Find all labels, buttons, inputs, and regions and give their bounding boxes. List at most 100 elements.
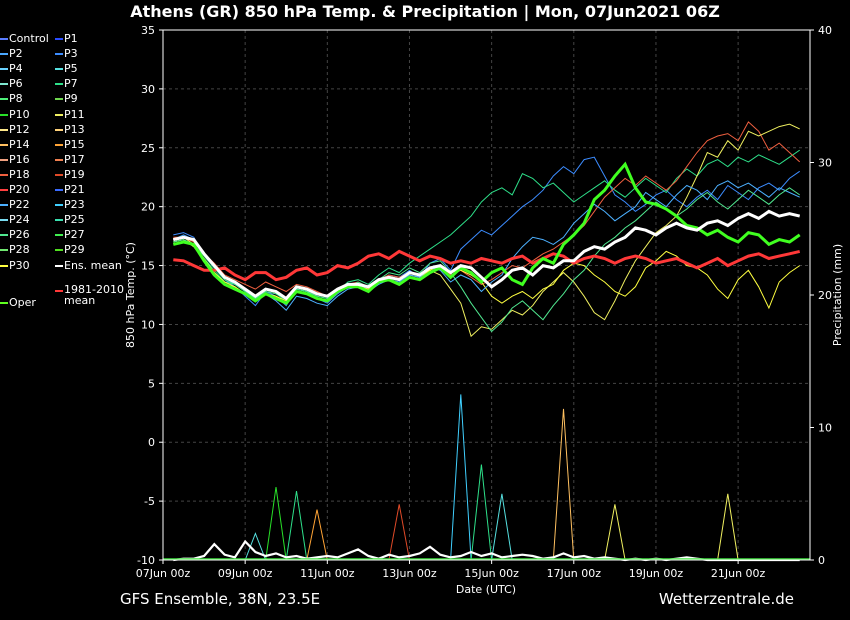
legend-swatch — [0, 204, 8, 207]
legend-label: P4 — [9, 62, 23, 76]
legend-label: P26 — [9, 228, 30, 242]
legend-label: Ens. mean — [64, 258, 122, 272]
y2-axis-label: Precipitation (mm) — [831, 244, 844, 346]
temperature-series — [172, 121, 801, 338]
x-tick-label: 15Jun 00z — [464, 567, 519, 580]
legend-label: P9 — [64, 92, 78, 106]
legend-label: P5 — [64, 62, 78, 76]
legend-swatch — [0, 219, 8, 222]
x-axis-label: Date (UTC) — [456, 583, 516, 596]
legend-label: P27 — [64, 228, 85, 242]
legend-swatch — [55, 53, 63, 56]
legend-swatch — [0, 143, 8, 146]
legend-swatch — [0, 173, 8, 176]
y-tick-label: 20 — [141, 201, 155, 214]
legend-swatch — [0, 264, 8, 267]
precip-spike-p5 — [244, 532, 267, 561]
axes: -10 -5 0 5 10 15 20 25 30 35 0 10 20 30 40 07Jun 00z 09J… — [136, 24, 832, 580]
precip-spike-p10 — [265, 487, 287, 561]
legend-swatch — [55, 204, 63, 207]
legend-swatch — [55, 38, 63, 40]
legend-swatch — [0, 113, 8, 116]
legend-label: P17 — [64, 152, 85, 166]
legend-swatch — [55, 234, 63, 237]
legend-swatch — [0, 98, 8, 101]
y2-tick-label: 30 — [818, 157, 832, 170]
y-tick-label: 25 — [141, 142, 155, 155]
legend-swatch — [0, 158, 8, 161]
legend-label: P10 — [9, 107, 30, 121]
precip-spike-p11 — [604, 504, 626, 561]
legend-swatch — [55, 83, 63, 86]
legend-swatch — [55, 158, 63, 161]
legend-label: P24 — [9, 213, 30, 227]
legend-label: P1 — [64, 32, 78, 45]
temp-oper-line — [172, 161, 801, 306]
legend-label: Oper — [9, 296, 36, 309]
legend-label: P12 — [9, 122, 30, 136]
legend-swatch — [55, 173, 63, 176]
legend-swatch — [55, 290, 63, 292]
precip-spike-p23 — [450, 394, 472, 561]
y2-tick-label: 20 — [818, 289, 832, 302]
x-tick-label: 17Jun 00z — [547, 567, 602, 580]
y2-tick-label: 10 — [818, 422, 832, 435]
precip-spike-p7 — [285, 491, 308, 561]
legend-swatch — [0, 83, 8, 86]
precip-spike-p15 — [306, 509, 328, 561]
legend-label: P15 — [64, 137, 85, 151]
legend-label: P2 — [9, 47, 23, 61]
legend-label: P28 — [9, 243, 30, 257]
legend-swatch — [55, 98, 63, 101]
temp-line-p22 — [173, 180, 800, 312]
source-credit: Wetterzentrale.de — [658, 590, 794, 608]
legend-label: P7 — [64, 77, 78, 91]
legend-label: P11 — [64, 107, 85, 121]
y-tick-label: 30 — [141, 83, 155, 96]
legend-label: 1981-2010 mean — [64, 283, 124, 307]
y-tick-label: -5 — [144, 495, 155, 508]
legend-swatch — [0, 128, 8, 131]
y-tick-label: 35 — [141, 24, 155, 37]
legend-swatch — [55, 264, 63, 267]
legend-swatch — [55, 249, 63, 252]
y-tick-label: 5 — [148, 377, 155, 390]
model-info: GFS Ensemble, 38N, 23.5E — [120, 590, 321, 608]
legend-label: P22 — [9, 198, 30, 212]
temp-line-p26 — [173, 187, 800, 333]
precip-spike-p19 — [388, 504, 410, 561]
precip-spike-p14 — [552, 408, 575, 561]
precip-spike-p11 — [717, 493, 739, 561]
y-tick-label: -10 — [137, 554, 155, 567]
legend-swatch — [55, 113, 63, 116]
y2-tick-label: 0 — [818, 554, 825, 567]
legend-label: Control — [9, 32, 49, 45]
y-axis-label: 850 hPa Temp. (°C) — [124, 242, 137, 348]
temp-ens-mean-line — [172, 209, 801, 301]
legend-swatch — [0, 53, 8, 56]
legend-swatch — [0, 234, 8, 237]
y-tick-label: 10 — [141, 318, 155, 331]
x-tick-label: 11Jun 00z — [300, 567, 355, 580]
legend-label: P18 — [9, 167, 30, 181]
legend-swatch — [55, 219, 63, 222]
temp-line-p11 — [173, 123, 800, 338]
legend-swatch — [0, 68, 8, 71]
legend-label: P30 — [9, 258, 30, 272]
x-tick-label: 19Jun 00z — [629, 567, 684, 580]
precip-spike-p5 — [491, 493, 513, 561]
temp-climate-mean-line — [173, 249, 801, 282]
legend-label: P20 — [9, 183, 30, 196]
legend-swatch — [0, 189, 8, 191]
legend-swatch — [55, 128, 63, 131]
legend-label: P19 — [64, 167, 85, 181]
precipitation-series — [163, 394, 810, 562]
y2-tick-label: 40 — [818, 24, 832, 37]
legend-label: P14 — [9, 137, 30, 151]
legend-label: P3 — [64, 47, 78, 61]
legend-swatch — [0, 249, 8, 252]
legend-swatch — [55, 68, 63, 71]
legend-swatch — [55, 189, 63, 191]
legend-swatch — [0, 302, 8, 304]
